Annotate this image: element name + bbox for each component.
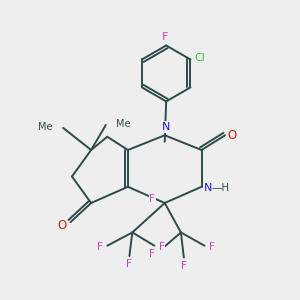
Text: N: N (204, 183, 212, 193)
Text: F: F (161, 32, 168, 42)
Text: Cl: Cl (194, 53, 205, 63)
Text: O: O (58, 219, 67, 232)
Text: N: N (162, 122, 170, 132)
Text: O: O (228, 129, 237, 142)
Text: F: F (209, 242, 215, 252)
Text: —H: —H (212, 183, 230, 193)
Text: F: F (97, 242, 103, 252)
Text: Me: Me (38, 122, 53, 132)
Text: F: F (181, 261, 187, 271)
Text: Me: Me (116, 119, 130, 129)
Text: F: F (149, 194, 155, 204)
Text: F: F (148, 249, 154, 259)
Text: F: F (159, 242, 165, 252)
Text: F: F (127, 259, 132, 269)
